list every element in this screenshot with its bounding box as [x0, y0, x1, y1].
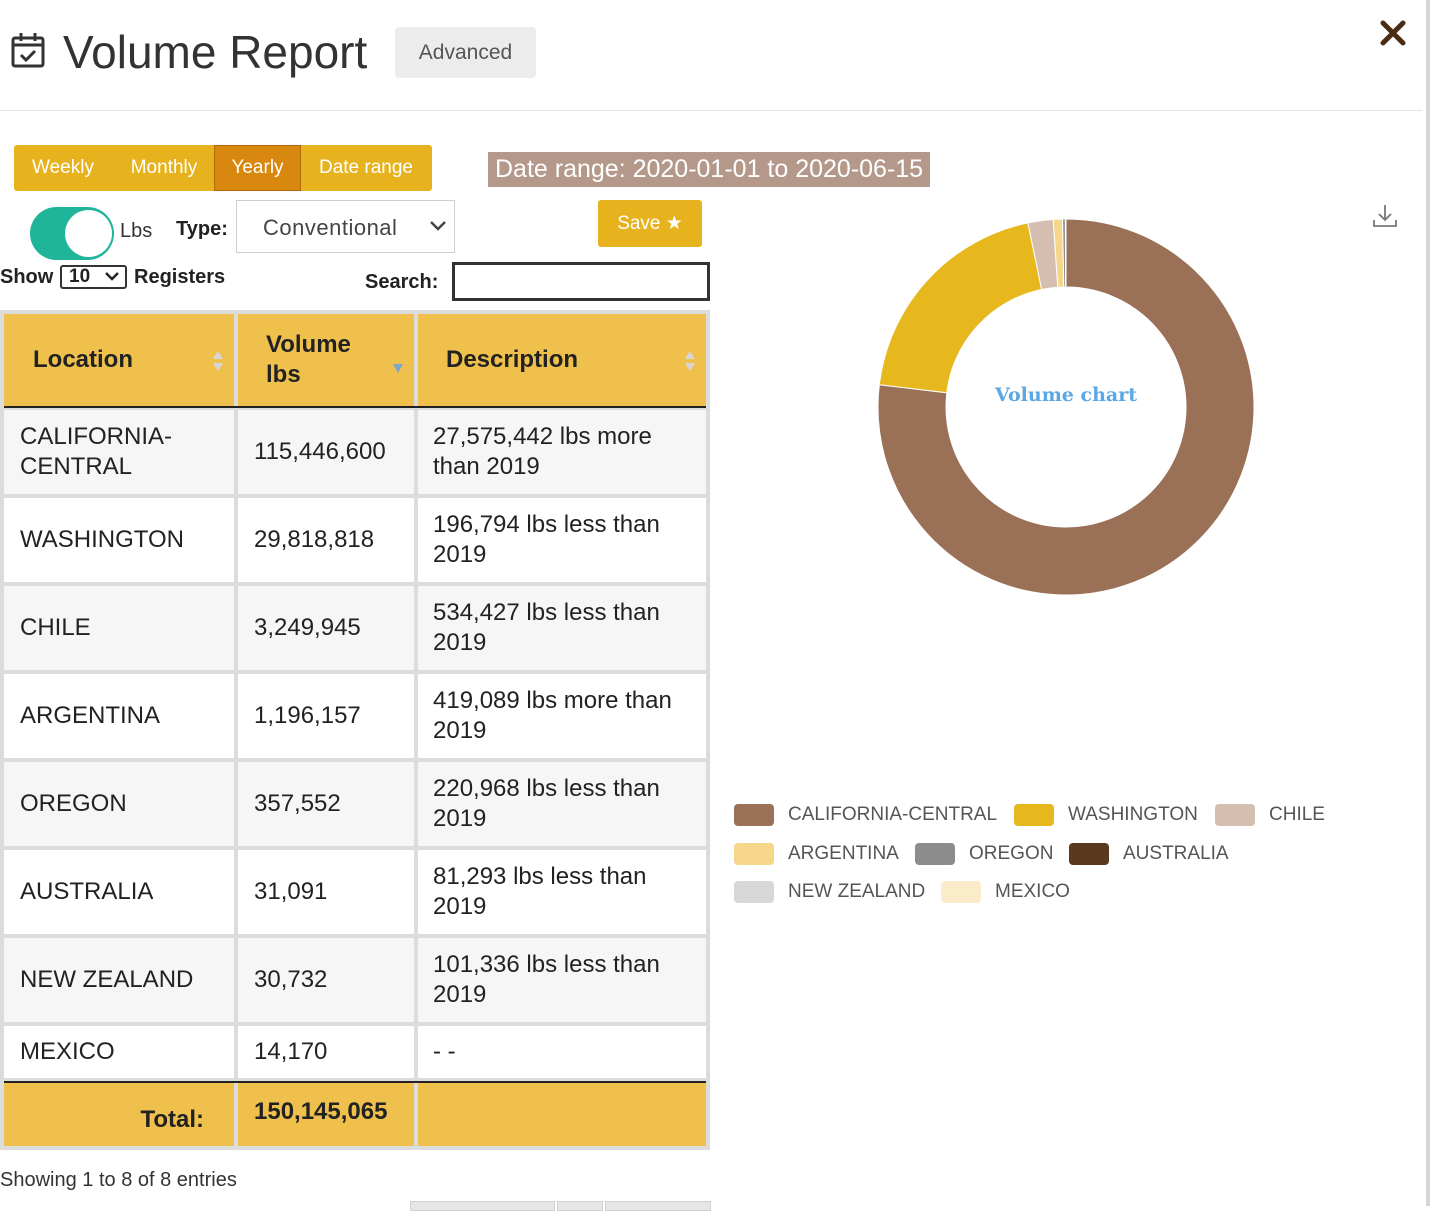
cell-location: NEW ZEALAND — [4, 938, 234, 1022]
donut-slice-washington[interactable] — [879, 223, 1041, 393]
legend-swatch — [734, 843, 774, 865]
chart-title: Volume chart — [966, 384, 1166, 406]
legend-item[interactable]: NEW ZEALAND — [734, 880, 925, 904]
toggle-knob — [65, 210, 112, 257]
chevron-down-icon — [429, 220, 447, 232]
page-length-value: 10 — [69, 267, 90, 287]
cell-description: 101,336 lbs less than 2019 — [418, 938, 706, 1022]
unit-toggle-label: Lbs — [120, 220, 152, 243]
column-header-location[interactable]: Location — [4, 314, 234, 406]
cell-volume: 31,091 — [238, 850, 414, 934]
cell-description: - - — [418, 1026, 706, 1078]
tab-date-range[interactable]: Date range — [302, 145, 430, 191]
cell-location: CHILE — [4, 586, 234, 670]
type-label: Type: — [176, 218, 228, 241]
legend-item[interactable]: OREGON — [915, 842, 1053, 866]
volume-donut-chart — [860, 200, 1280, 620]
period-tabs: Weekly Monthly Yearly Date range — [14, 145, 432, 191]
cell-volume: 30,732 — [238, 938, 414, 1022]
legend-label: WASHINGTON — [1068, 804, 1198, 826]
page-length-select[interactable]: 10 — [60, 265, 127, 289]
legend-label: AUSTRALIA — [1123, 843, 1229, 865]
page-title: Volume Report — [63, 24, 367, 80]
pagination-page-1[interactable] — [557, 1201, 603, 1211]
cell-description: 27,575,442 lbs more than 2019 — [418, 410, 706, 494]
pagination-previous[interactable] — [410, 1201, 555, 1211]
cell-volume: 3,249,945 — [238, 586, 414, 670]
legend-item[interactable]: WASHINGTON — [1014, 803, 1198, 827]
download-icon[interactable] — [1372, 203, 1398, 229]
cell-volume: 14,170 — [238, 1026, 414, 1078]
legend-swatch — [1215, 804, 1255, 826]
date-range-badge: Date range: 2020-01-01 to 2020-06-15 — [488, 152, 930, 187]
cell-description: 534,427 lbs less than 2019 — [418, 586, 706, 670]
cell-description: 81,293 lbs less than 2019 — [418, 850, 706, 934]
legend-swatch — [1014, 804, 1054, 826]
legend-swatch — [941, 881, 981, 903]
legend-item[interactable]: ARGENTINA — [734, 842, 899, 866]
show-label: Show — [0, 266, 53, 289]
modal-header: Volume Report Advanced — [0, 0, 1422, 111]
column-header-volume[interactable]: Volume lbs — [238, 314, 414, 406]
sort-desc-icon — [392, 362, 404, 374]
unit-toggle[interactable] — [30, 207, 114, 260]
cell-volume: 115,446,600 — [238, 410, 414, 494]
close-icon[interactable] — [1378, 18, 1408, 48]
tab-monthly[interactable]: Monthly — [115, 145, 213, 191]
cell-location: ARGENTINA — [4, 674, 234, 758]
tab-weekly[interactable]: Weekly — [14, 145, 112, 191]
cell-location: AUSTRALIA — [4, 850, 234, 934]
legend-item[interactable]: MEXICO — [941, 880, 1070, 904]
legend-label: NEW ZEALAND — [788, 881, 925, 903]
legend-label: CALIFORNIA-CENTRAL — [788, 804, 997, 826]
chevron-down-icon — [104, 271, 120, 283]
legend-item[interactable]: CHILE — [1215, 803, 1325, 827]
legend-label: ARGENTINA — [788, 843, 899, 865]
tab-yearly[interactable]: Yearly — [214, 145, 301, 191]
cell-location: OREGON — [4, 762, 234, 846]
legend-label: CHILE — [1269, 804, 1325, 826]
cell-volume: 357,552 — [238, 762, 414, 846]
legend-item[interactable]: CALIFORNIA-CENTRAL — [734, 803, 997, 827]
calendar-check-icon — [10, 31, 46, 69]
column-header-label: Location — [33, 345, 133, 375]
type-select[interactable]: Conventional — [236, 200, 455, 253]
column-header-label: Volume lbs — [266, 330, 376, 390]
save-button[interactable]: Save ★ — [598, 200, 702, 247]
volume-table: Location Volume lbs Description CALIFORN… — [0, 310, 710, 1150]
cell-description: 419,089 lbs more than 2019 — [418, 674, 706, 758]
type-select-value: Conventional — [263, 215, 397, 241]
table-info: Showing 1 to 8 of 8 entries — [0, 1169, 237, 1192]
search-label: Search: — [365, 271, 438, 294]
cell-location: MEXICO — [4, 1026, 234, 1078]
column-header-label: Description — [446, 345, 578, 375]
scrollbar-edge — [1426, 0, 1430, 1206]
legend-swatch — [734, 804, 774, 826]
cell-location: WASHINGTON — [4, 498, 234, 582]
legend-swatch — [1069, 843, 1109, 865]
cell-description: 220,968 lbs less than 2019 — [418, 762, 706, 846]
total-empty-cell — [418, 1083, 706, 1146]
search-input[interactable] — [452, 262, 710, 301]
header-divider — [4, 406, 706, 408]
legend-swatch — [734, 881, 774, 903]
legend-label: MEXICO — [995, 881, 1070, 903]
advanced-button[interactable]: Advanced — [395, 27, 536, 78]
total-label: Total: — [4, 1083, 234, 1146]
legend-swatch — [915, 843, 955, 865]
registers-label: Registers — [134, 266, 225, 289]
sort-icon — [212, 350, 224, 372]
legend-label: OREGON — [969, 843, 1053, 865]
cell-location: CALIFORNIA-CENTRAL — [4, 410, 234, 494]
legend-item[interactable]: AUSTRALIA — [1069, 842, 1229, 866]
pagination-next[interactable] — [605, 1201, 711, 1211]
cell-volume: 29,818,818 — [238, 498, 414, 582]
sort-icon — [684, 350, 696, 372]
total-value: 150,145,065 — [238, 1083, 414, 1146]
cell-description: 196,794 lbs less than 2019 — [418, 498, 706, 582]
cell-volume: 1,196,157 — [238, 674, 414, 758]
column-header-description[interactable]: Description — [418, 314, 706, 406]
